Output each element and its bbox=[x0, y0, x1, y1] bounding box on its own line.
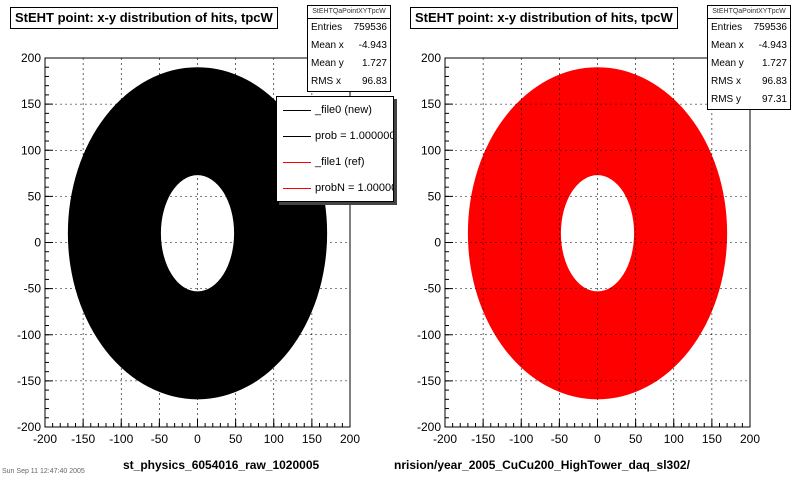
y-tick-label: 100 bbox=[421, 143, 441, 157]
y-tick-label: 50 bbox=[428, 189, 442, 203]
y-tick-label: -150 bbox=[417, 374, 441, 388]
y-tick-label: 100 bbox=[21, 143, 41, 157]
x-tick-label: 50 bbox=[229, 432, 243, 446]
legend-line bbox=[283, 187, 311, 189]
x-tick-label: 0 bbox=[194, 432, 201, 446]
x-tick-label: -200 bbox=[33, 432, 57, 446]
y-tick-label: -50 bbox=[424, 282, 442, 296]
right-plot-title: StEHT point: x-y distribution of hits, t… bbox=[410, 7, 678, 29]
x-tick-label: 150 bbox=[302, 432, 322, 446]
left-plot-title: StEHT point: x-y distribution of hits, t… bbox=[10, 7, 278, 29]
legend-entry: _file0 (new) bbox=[277, 97, 393, 123]
right-stats-row: Entries 759536 bbox=[711, 22, 787, 33]
y-tick-label: 50 bbox=[28, 189, 42, 203]
left-stats-row: Mean x -4.943 bbox=[311, 40, 387, 51]
hit-density-region bbox=[67, 67, 328, 400]
x-tick-label: -50 bbox=[551, 432, 569, 446]
right-plot-svg: -200 -150 -100 -50 0 50 100 150 200 200 150 100 50 0 -… bbox=[417, 51, 760, 446]
right-plot-panel: -200 -150 -100 -50 0 50 100 150 200 200 150 100 50 0 -… bbox=[394, 0, 800, 480]
left-stats-name: StEHTQaPointXYTpcW bbox=[308, 6, 390, 19]
y-tick-label: 200 bbox=[21, 51, 41, 65]
right-stats-row: RMS y 97.31 bbox=[711, 94, 787, 105]
right-stats-row: Mean x -4.943 bbox=[711, 40, 787, 51]
right-stats-box: StEHTQaPointXYTpcW Entries 759536 Mean x-… bbox=[707, 5, 791, 110]
x-tick-label: 200 bbox=[340, 432, 360, 446]
x-tick-label: -100 bbox=[109, 432, 133, 446]
right-file-label: nrision/year_2005_CuCu200_HighTower_daq_… bbox=[394, 458, 690, 472]
left-stats-box: StEHTQaPointXYTpcW Entries 759536 Mean x-… bbox=[307, 5, 391, 92]
x-tick-label: -150 bbox=[471, 432, 495, 446]
right-stats-name: StEHTQaPointXYTpcW bbox=[708, 6, 790, 19]
y-tick-label: -200 bbox=[417, 420, 441, 434]
x-tick-label: -150 bbox=[71, 432, 95, 446]
y-tick-label: 150 bbox=[21, 97, 41, 111]
hit-density-region bbox=[467, 67, 728, 400]
left-file-label: st_physics_6054016_raw_1020005 bbox=[123, 458, 320, 472]
right-stats-row: RMS x 96.83 bbox=[711, 76, 787, 87]
x-tick-label: 100 bbox=[264, 432, 284, 446]
x-tick-label: -100 bbox=[509, 432, 533, 446]
y-tick-label: 0 bbox=[34, 236, 41, 250]
left-plot-panel: -200 -150 -100 -50 0 50 100 150 200 200 150 100 50 0 -… bbox=[2, 5, 394, 475]
legend-entry: prob = 1.000000 bbox=[277, 123, 393, 149]
legend-line bbox=[283, 109, 311, 111]
footer-timestamp: Sun Sep 11 12:47:40 2005 bbox=[2, 468, 85, 475]
x-tick-label: 150 bbox=[702, 432, 722, 446]
left-stats-row: Mean y 1.727 bbox=[311, 58, 387, 69]
y-tick-label: -50 bbox=[24, 282, 42, 296]
y-tick-label: -200 bbox=[17, 420, 41, 434]
left-stats-row: RMS x 96.83 bbox=[311, 76, 387, 87]
y-tick-label: 0 bbox=[434, 236, 441, 250]
legend-line bbox=[283, 135, 311, 137]
left-stats-row: Entries 759536 bbox=[311, 22, 387, 33]
y-tick-label: 200 bbox=[421, 51, 441, 65]
left-plot-svg: -200 -150 -100 -50 0 50 100 150 200 200 150 100 50 0 -… bbox=[17, 51, 360, 446]
x-tick-label: 0 bbox=[594, 432, 601, 446]
legend-entry: probN = 1.000000 bbox=[277, 175, 393, 201]
legend-line bbox=[283, 161, 311, 163]
x-tick-label: 100 bbox=[664, 432, 684, 446]
x-tick-label: -200 bbox=[433, 432, 457, 446]
x-tick-label: -50 bbox=[151, 432, 169, 446]
y-tick-label: -100 bbox=[17, 328, 41, 342]
y-tick-label: -150 bbox=[17, 374, 41, 388]
right-stats-row: Mean y 1.727 bbox=[711, 58, 787, 69]
x-tick-label: 200 bbox=[740, 432, 760, 446]
x-tick-label: 50 bbox=[629, 432, 643, 446]
y-tick-label: 150 bbox=[421, 97, 441, 111]
legend-box: _file0 (new) prob = 1.000000 _file1 (ref… bbox=[276, 96, 394, 202]
legend-entry: _file1 (ref) bbox=[277, 149, 393, 175]
y-tick-label: -100 bbox=[417, 328, 441, 342]
